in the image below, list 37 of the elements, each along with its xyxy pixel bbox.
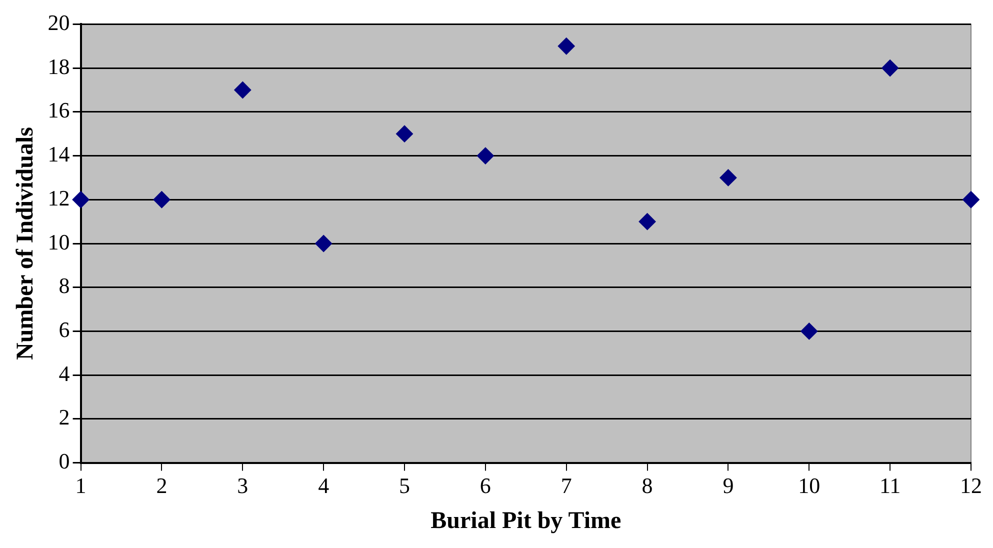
- x-axis-title: Burial Pit by Time: [430, 508, 622, 534]
- y-tick-label: 18: [48, 54, 70, 79]
- y-tick-label: 10: [48, 229, 70, 254]
- y-axis-title: Number of Individuals: [12, 127, 39, 360]
- y-tick-label: 4: [58, 360, 70, 386]
- y-tick-label: 16: [48, 98, 70, 123]
- x-tick-label: 9: [722, 472, 734, 498]
- x-tick-label: 1: [75, 472, 86, 498]
- x-tick-label: 10: [798, 472, 820, 498]
- point: [638, 213, 656, 230]
- x-tick-label: 2: [156, 472, 168, 498]
- x-tick-label: 4: [318, 472, 330, 498]
- x-tick-label: 6: [480, 472, 491, 498]
- y-tick-label: 2: [58, 404, 70, 430]
- x-tick-label: 5: [399, 472, 410, 498]
- point: [476, 147, 494, 164]
- x-tick-label: 12: [960, 472, 982, 498]
- y-tick-label: 20: [48, 10, 70, 35]
- point: [72, 191, 90, 208]
- y-tick-label: 6: [58, 317, 70, 342]
- point: [396, 125, 414, 142]
- x-tick-label: 7: [560, 472, 572, 498]
- y-tick-label: 14: [48, 142, 70, 167]
- point: [234, 81, 252, 98]
- point: [800, 322, 818, 340]
- point: [962, 191, 980, 208]
- y-tick-label: 12: [48, 185, 70, 210]
- point: [558, 38, 575, 55]
- x-tick-label: 8: [642, 472, 653, 498]
- y-tick-label: 8: [58, 273, 70, 298]
- x-tick-label: 11: [879, 472, 901, 498]
- point: [315, 235, 332, 252]
- point: [720, 169, 737, 186]
- point: [882, 60, 899, 77]
- y-tick-label: 0: [58, 448, 70, 474]
- x-tick-label: 3: [237, 472, 248, 498]
- point: [153, 191, 170, 208]
